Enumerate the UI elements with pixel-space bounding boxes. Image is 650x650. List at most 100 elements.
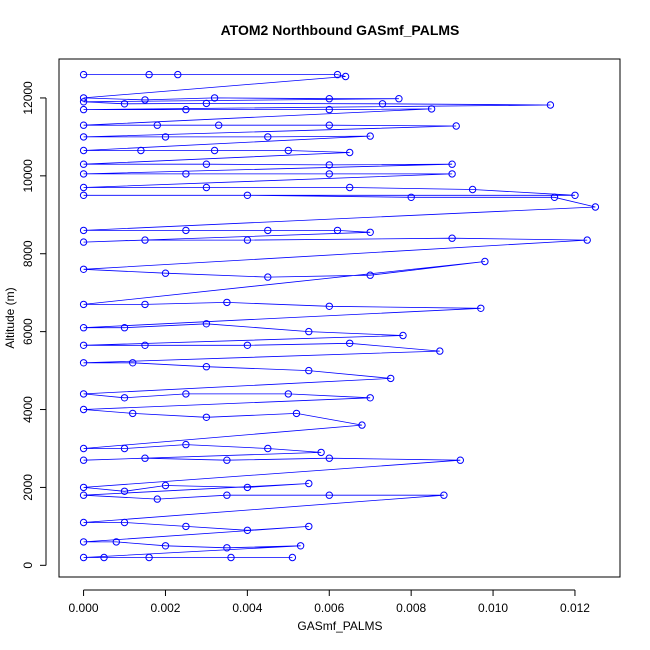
x-axis-label: GASmf_PALMS <box>297 619 382 633</box>
data-point <box>227 553 235 562</box>
data-point <box>325 170 333 178</box>
data-point <box>153 121 162 129</box>
data-point <box>161 481 170 490</box>
data-point <box>378 100 387 108</box>
data-point <box>79 456 88 464</box>
data-point <box>325 95 333 103</box>
chart-title: ATOM2 Northbound GASmf_PALMS <box>221 22 460 38</box>
data-point <box>317 448 325 457</box>
data-point <box>571 191 579 200</box>
data-point <box>141 454 149 462</box>
y-tick-label: 6000 <box>21 318 35 345</box>
data-point <box>264 444 272 453</box>
data-point <box>333 70 342 79</box>
y-tick-label: 12000 <box>21 81 35 115</box>
data-point <box>264 226 272 235</box>
data-point <box>358 421 366 429</box>
x-tick-label: 0.004 <box>232 601 262 615</box>
y-tick-label: 4000 <box>21 396 35 423</box>
data-point <box>399 331 407 340</box>
data-point <box>141 236 149 244</box>
data-point <box>79 483 88 492</box>
data-point <box>477 304 485 312</box>
data-point <box>546 101 555 109</box>
data-point <box>79 146 88 155</box>
data-point <box>202 183 211 192</box>
data-point <box>182 170 190 178</box>
data-point <box>202 413 211 421</box>
data-point <box>243 236 252 244</box>
data-point <box>202 320 211 328</box>
data-point <box>79 191 88 200</box>
data-point <box>145 553 153 562</box>
data-point <box>223 491 231 499</box>
data-point <box>448 234 456 242</box>
x-tick-label: 0.000 <box>69 601 99 615</box>
data-point <box>141 96 149 104</box>
data-point <box>79 359 88 367</box>
data-point <box>481 257 489 266</box>
data-point <box>79 341 88 349</box>
data-point <box>223 544 231 552</box>
y-tick-label: 8000 <box>21 240 35 267</box>
data-point <box>153 495 162 503</box>
data-point <box>182 522 190 531</box>
data-point <box>305 366 313 375</box>
data-point <box>215 121 223 129</box>
data-point <box>79 265 88 273</box>
data-point <box>120 518 129 527</box>
data-point <box>583 236 591 244</box>
x-tick-label: 0.012 <box>560 601 590 615</box>
data-point <box>182 226 190 235</box>
data-point <box>141 341 149 349</box>
data-point <box>120 324 129 332</box>
data-point <box>264 133 272 141</box>
data-point <box>305 479 313 488</box>
data-point <box>325 161 333 169</box>
data-point <box>79 538 88 546</box>
data-point <box>79 324 88 332</box>
data-point <box>440 491 448 499</box>
data-point <box>366 394 374 402</box>
data-point <box>366 228 374 237</box>
data-point <box>79 160 88 168</box>
data-point <box>395 95 403 103</box>
data-point <box>145 70 153 79</box>
x-tick-label: 0.008 <box>396 601 426 615</box>
data-point <box>79 405 88 414</box>
data-point <box>129 359 137 367</box>
data-point <box>292 409 301 418</box>
data-point <box>346 339 354 347</box>
data-point <box>346 183 354 192</box>
x-tick-label: 0.010 <box>478 601 508 615</box>
data-point <box>264 273 272 281</box>
data-point <box>366 271 374 279</box>
data-point <box>120 487 129 495</box>
data-point <box>79 183 88 192</box>
data-point <box>79 238 88 246</box>
data-point <box>79 491 88 499</box>
data-point <box>243 483 252 492</box>
data-point <box>79 170 88 178</box>
data-point <box>468 185 477 194</box>
data-point <box>79 553 88 562</box>
data-point <box>325 302 333 310</box>
data-point <box>591 203 600 211</box>
data-point <box>202 363 211 371</box>
data-point <box>79 300 88 309</box>
plot-frame <box>58 58 621 578</box>
data-point <box>407 193 415 202</box>
data-point <box>137 146 145 155</box>
data-point <box>182 390 190 398</box>
data-point <box>325 121 333 129</box>
data-point <box>456 456 464 464</box>
data-point <box>79 121 88 129</box>
data-point <box>448 160 456 168</box>
data-point <box>448 170 456 178</box>
data-point <box>427 105 436 113</box>
data-point <box>182 105 190 114</box>
data-point <box>79 444 88 453</box>
data-point <box>174 70 182 79</box>
data-point <box>141 300 149 309</box>
